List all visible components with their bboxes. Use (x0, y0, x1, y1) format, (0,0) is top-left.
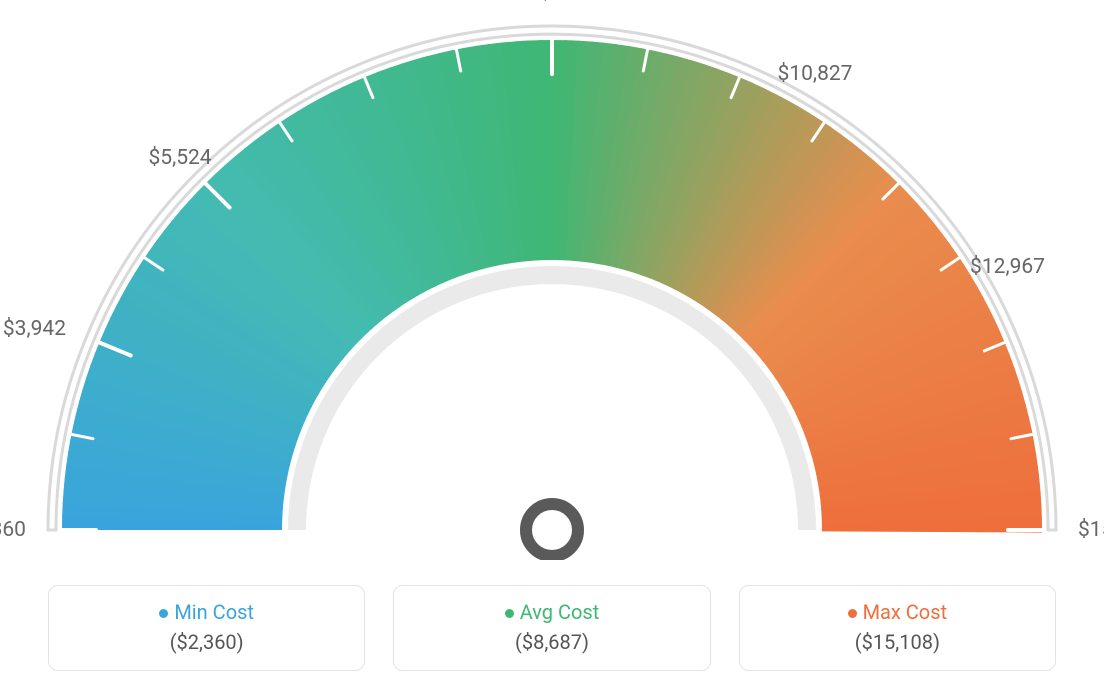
gauge-tick-label: $15,108 (1078, 518, 1104, 542)
gauge-tick-label: $8,687 (520, 0, 583, 4)
gauge-tick-label: $5,524 (148, 146, 211, 170)
legend-max-label: Max Cost (863, 600, 948, 624)
gauge-tick-label: $10,827 (778, 62, 853, 86)
legend-min-label: Min Cost (174, 600, 254, 624)
legend-card-avg: Avg Cost ($8,687) (393, 585, 710, 671)
legend-row: Min Cost ($2,360) Avg Cost ($8,687) Max … (48, 585, 1056, 671)
legend-card-max: Max Cost ($15,108) (739, 585, 1056, 671)
dot-icon (848, 609, 857, 618)
gauge-svg (0, 0, 1104, 560)
dot-icon (505, 609, 514, 618)
legend-card-min: Min Cost ($2,360) (48, 585, 365, 671)
legend-avg-value: ($8,687) (406, 630, 697, 654)
legend-avg-label: Avg Cost (520, 600, 600, 624)
gauge-tick-label: $3,942 (3, 317, 66, 341)
gauge-chart: $2,360 $3,942 $5,524 $8,687 $10,827 $12,967 $1… (0, 0, 1104, 560)
dot-icon (159, 609, 168, 618)
legend-min-title: Min Cost (61, 600, 352, 624)
gauge-tick-label: $12,967 (970, 255, 1045, 279)
legend-max-title: Max Cost (752, 600, 1043, 624)
legend-min-value: ($2,360) (61, 630, 352, 654)
legend-avg-title: Avg Cost (406, 600, 697, 624)
legend-max-value: ($15,108) (752, 630, 1043, 654)
gauge-tick-label: $2,360 (0, 518, 26, 542)
